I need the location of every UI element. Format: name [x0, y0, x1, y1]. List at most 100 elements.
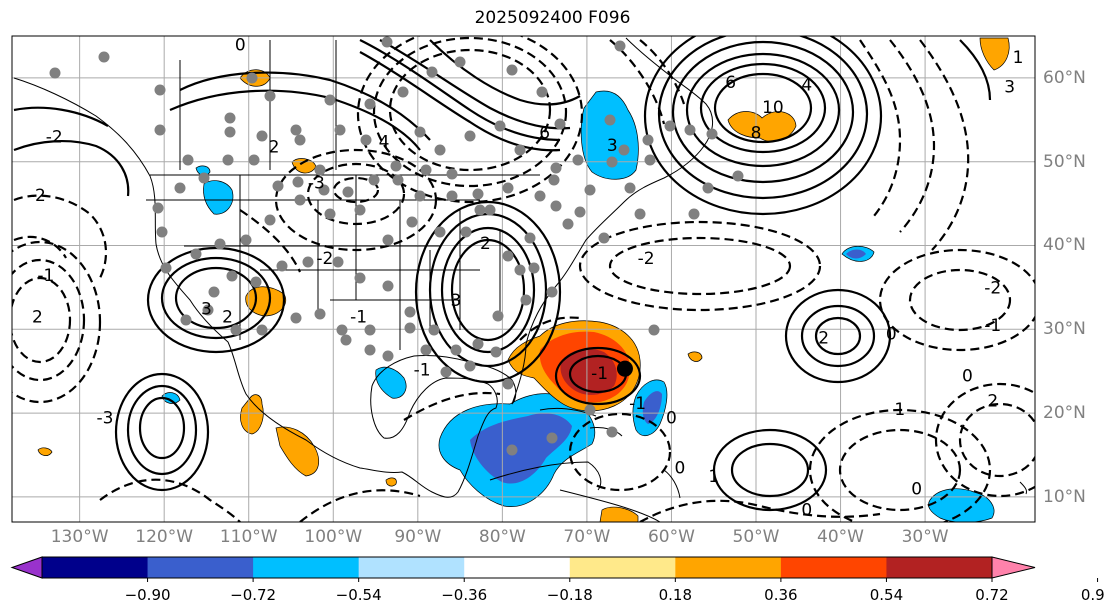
longitude-label: 30°W	[901, 527, 949, 547]
station-dot	[294, 194, 306, 206]
longitude-label: 90°W	[394, 527, 442, 547]
station-dot	[318, 184, 330, 196]
station-dot	[574, 206, 586, 218]
contour-label: 2	[987, 392, 998, 412]
station-dot	[198, 172, 210, 184]
station-dot	[562, 218, 574, 230]
station-dot	[224, 112, 236, 124]
colorbar-tick-label: −0.72	[230, 586, 277, 604]
station-dot	[426, 66, 438, 78]
station-dot	[684, 124, 696, 136]
longitude-label: 80°W	[478, 527, 526, 547]
colorbar-segment	[42, 557, 149, 578]
contour-label: 8	[751, 123, 762, 143]
station-dot	[314, 308, 326, 320]
contour-label: 0	[801, 500, 812, 520]
station-dot	[554, 118, 566, 130]
longitude-label: 50°W	[732, 527, 780, 547]
station-dot	[364, 98, 376, 110]
station-dot	[342, 186, 354, 198]
contour-label: 0	[674, 459, 685, 479]
station-dot	[572, 154, 584, 166]
station-dot	[460, 226, 472, 238]
station-dot	[502, 378, 514, 390]
station-dot	[450, 344, 462, 356]
graticule	[12, 36, 1035, 522]
station-dot	[382, 350, 394, 362]
contour-label: -2	[638, 249, 655, 269]
contour-label: 0	[235, 35, 246, 55]
contour-label: 1	[1013, 48, 1024, 68]
longitude-label: 60°W	[647, 527, 695, 547]
station-dot	[584, 404, 596, 416]
latitude-label: 20°N	[1043, 403, 1086, 424]
station-dot	[606, 426, 618, 438]
station-dot	[340, 334, 352, 346]
station-dot	[404, 322, 416, 334]
station-dot	[152, 202, 164, 214]
station-dot	[364, 344, 376, 356]
colorbar-tick-label: 0.72	[975, 586, 1009, 604]
contours-negative	[12, 36, 1035, 522]
colorbar-tick-label: 0.18	[658, 586, 693, 604]
contour-label: 0	[886, 324, 897, 344]
station-dot	[246, 72, 258, 84]
station-dot	[502, 182, 514, 194]
station-dot	[264, 214, 276, 226]
contour-label: 2	[818, 329, 829, 349]
station-dot	[584, 184, 596, 196]
station-dot	[506, 64, 518, 76]
contour-label: -1	[37, 266, 54, 286]
latitude-label: 40°N	[1043, 235, 1086, 256]
contour-label: -2	[316, 249, 333, 269]
contour-label: 3	[607, 136, 618, 156]
colorbar-frame	[41, 556, 993, 579]
station-dot	[240, 234, 252, 246]
station-dot	[182, 154, 194, 166]
station-dot	[156, 226, 168, 238]
longitude-label: 110°W	[219, 527, 278, 547]
station-dot	[464, 360, 476, 372]
station-dot	[397, 86, 409, 98]
colorbar-segment	[886, 557, 993, 578]
colorbar-extend-max	[991, 556, 1036, 579]
station-dot	[414, 190, 426, 202]
station-dot	[614, 40, 626, 52]
station-dot	[434, 226, 446, 238]
station-dot	[606, 156, 618, 168]
station-dot	[382, 280, 394, 292]
station-dot	[324, 94, 336, 106]
station-dot	[492, 310, 504, 322]
station-dot	[546, 432, 558, 444]
station-dots	[49, 36, 744, 456]
station-dot	[706, 128, 718, 140]
station-dot	[528, 262, 540, 274]
station-dot	[520, 294, 532, 306]
contour-label: 3	[450, 291, 461, 311]
colorbar-segment	[358, 557, 465, 578]
station-dot	[324, 208, 336, 220]
coastlines	[13, 37, 1027, 522]
station-dot	[428, 324, 440, 336]
station-dot	[336, 324, 348, 336]
contour-label: -1	[629, 394, 646, 414]
station-dot	[49, 67, 61, 79]
station-dot	[514, 264, 526, 276]
station-dot	[414, 126, 426, 138]
station-dot	[390, 160, 402, 172]
latitude-label: 10°N	[1043, 486, 1086, 507]
colorbar-segment	[253, 557, 360, 578]
station-dot	[490, 346, 502, 358]
station-dot	[420, 344, 432, 356]
station-dot	[648, 324, 660, 336]
longitude-label: 100°W	[304, 527, 363, 547]
longitude-label: 130°W	[50, 527, 109, 547]
station-dot	[446, 168, 458, 180]
contour-label: 4	[801, 76, 812, 96]
station-dot	[332, 256, 344, 268]
station-dot	[224, 126, 236, 138]
contour-label: 3	[1004, 77, 1015, 97]
station-dot	[214, 238, 226, 250]
station-dot	[292, 176, 304, 188]
contour-label: -1	[984, 316, 1001, 336]
